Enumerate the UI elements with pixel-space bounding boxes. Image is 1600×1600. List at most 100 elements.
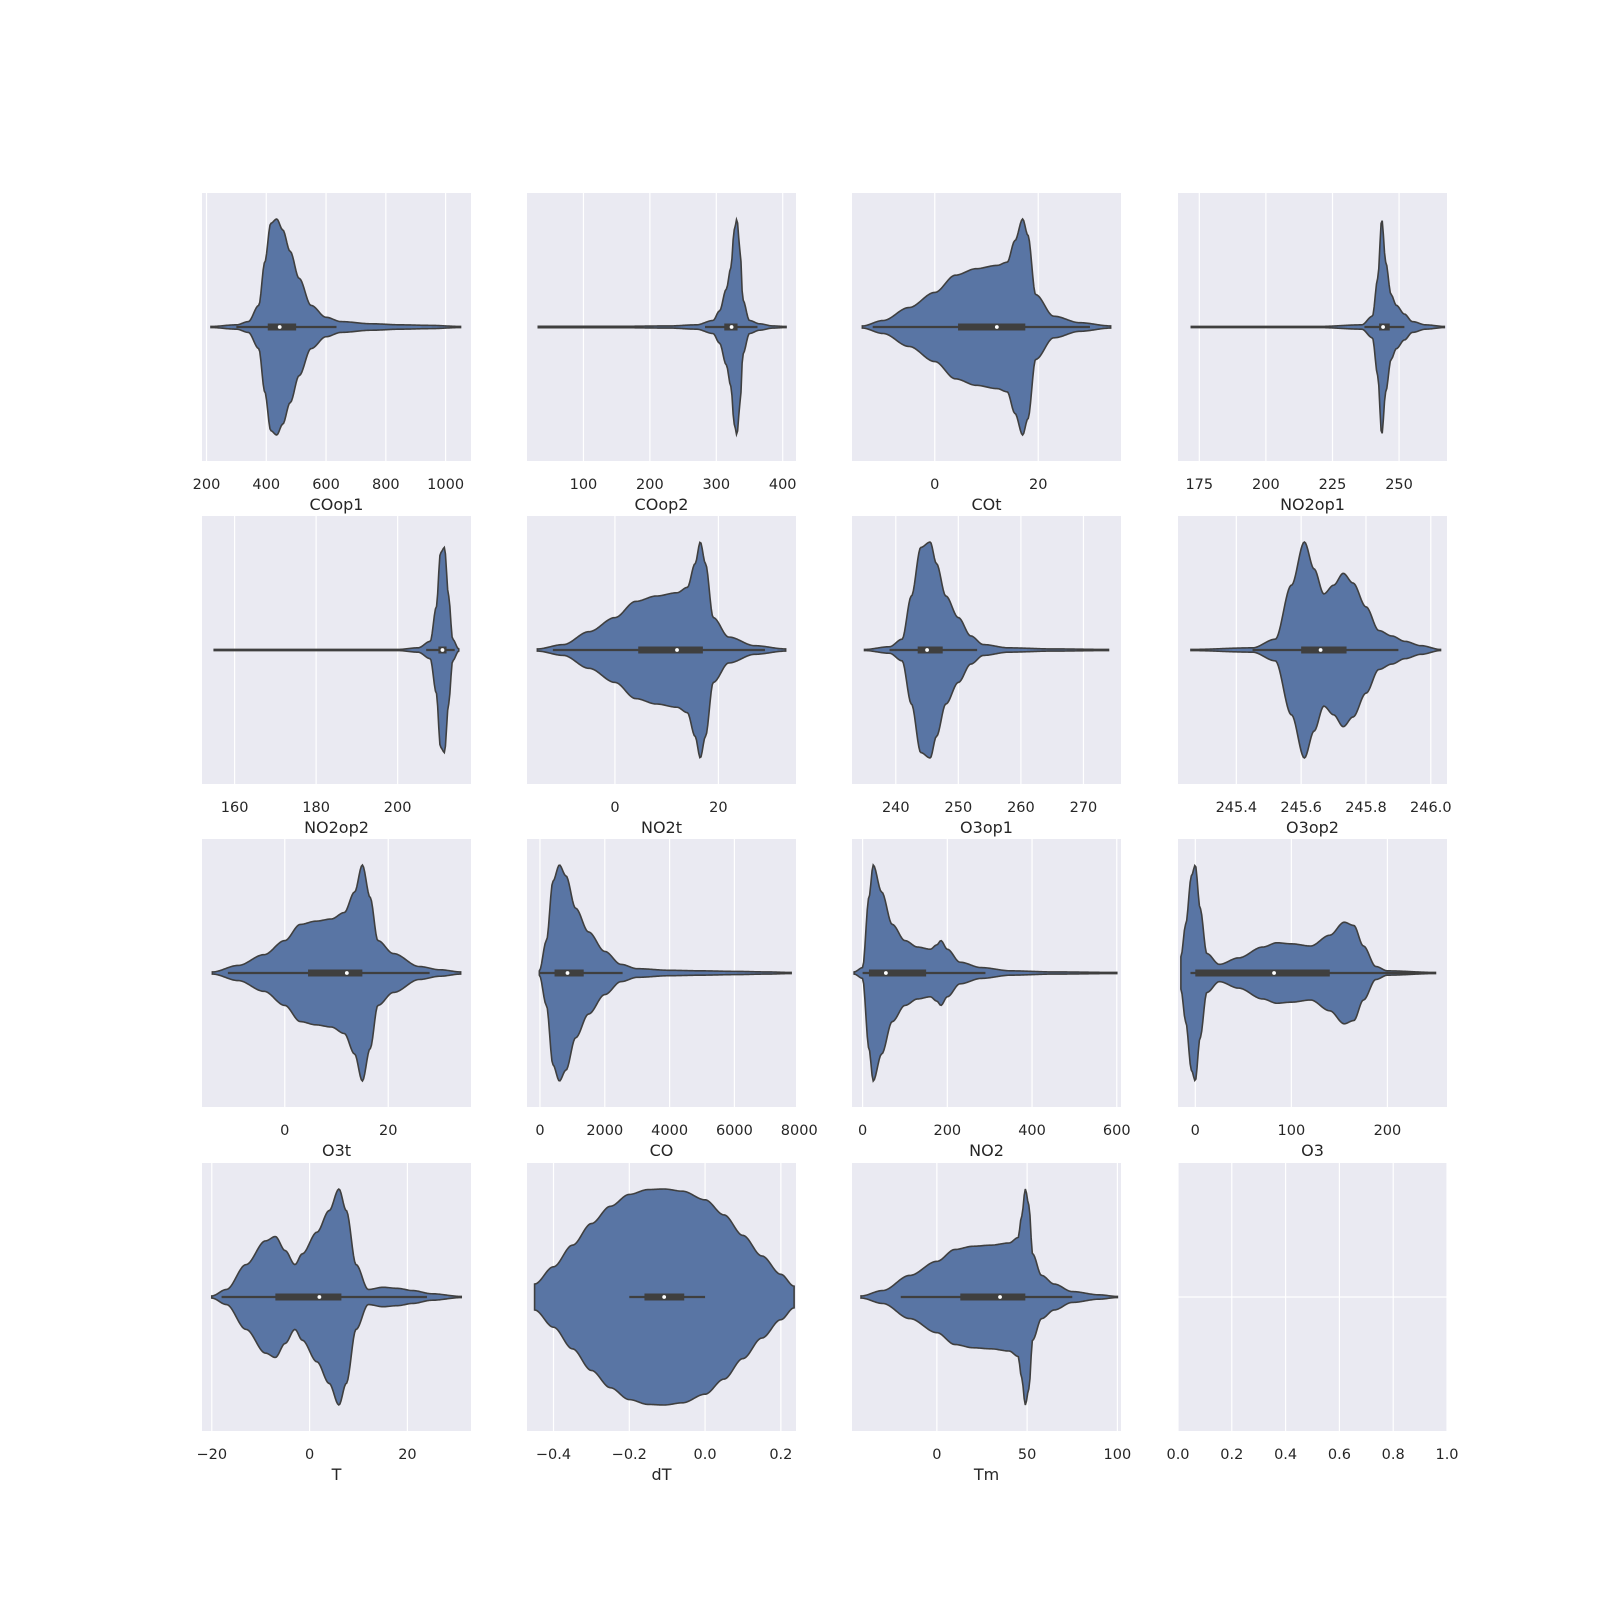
- x-tick-label: 1.0: [1435, 1447, 1458, 1463]
- x-tick-label: 20: [709, 800, 727, 816]
- median-marker: [998, 1295, 1002, 1299]
- x-tick-label: 0.0: [694, 1447, 717, 1463]
- x-tick-label: −0.2: [612, 1447, 647, 1463]
- x-tick-label: 225: [1319, 477, 1347, 493]
- x-tick-label: 0.0: [1166, 1447, 1189, 1463]
- x-tick-label: 200: [193, 477, 221, 493]
- x-tick-label: 0.4: [1274, 1447, 1297, 1463]
- x-tick-label: 0: [1191, 1123, 1200, 1139]
- x-tick-label: 245.6: [1280, 800, 1322, 816]
- x-axis-label: O3: [1301, 1141, 1324, 1160]
- median-marker: [1272, 971, 1276, 975]
- median-marker: [925, 648, 929, 652]
- x-tick-label: 200: [1252, 477, 1280, 493]
- median-marker: [440, 648, 445, 652]
- x-tick-label: 0.2: [769, 1447, 792, 1463]
- x-tick-label: 250: [1385, 477, 1413, 493]
- x-axis-label: O3t: [322, 1141, 351, 1160]
- violin-panel-12: 0 100 200 O3: [1178, 839, 1447, 1160]
- median-marker: [675, 648, 679, 652]
- x-tick-label: 0: [280, 1123, 289, 1139]
- x-axis-label: T: [331, 1465, 342, 1484]
- x-tick-label: 160: [221, 800, 249, 816]
- x-tick-label: 1000: [427, 477, 464, 493]
- x-tick-label: 400: [252, 477, 280, 493]
- x-axis-label: Tm: [973, 1465, 999, 1484]
- x-axis-label: NO2op1: [1280, 495, 1345, 514]
- x-tick-label: 0.6: [1328, 1447, 1351, 1463]
- x-tick-label: 400: [769, 477, 797, 493]
- x-axis-label: COt: [971, 495, 1001, 514]
- x-tick-label: 2000: [586, 1123, 623, 1139]
- x-tick-label: 200: [933, 1123, 961, 1139]
- x-axis-label: CO: [650, 1141, 674, 1160]
- x-tick-label: 0: [932, 1447, 941, 1463]
- x-axis-label: O3op2: [1286, 818, 1339, 837]
- violin-body: [537, 216, 787, 438]
- x-axis-label: NO2op2: [304, 818, 369, 837]
- x-tick-label: 800: [372, 477, 400, 493]
- median-marker: [277, 325, 282, 329]
- x-tick-label: 20: [398, 1447, 416, 1463]
- x-tick-label: 250: [945, 800, 973, 816]
- x-tick-label: 50: [1018, 1447, 1036, 1463]
- x-tick-label: 200: [384, 800, 412, 816]
- violin-panel-16: 0.0 0.2 0.4 0.6 0.8 1.0: [1166, 1163, 1459, 1463]
- median-marker: [344, 971, 349, 975]
- violin-panel-15: 0 50 100 Tm: [852, 1163, 1131, 1484]
- violin-panel-8: 245.4 245.6 245.8 246.0 O3op2: [1178, 516, 1452, 837]
- x-tick-label: 240: [882, 800, 910, 816]
- violin-panel-3: 0 20 COt: [852, 193, 1121, 514]
- x-tick-label: 245.4: [1216, 800, 1258, 816]
- violin-body: [863, 541, 1110, 759]
- x-tick-label: −20: [196, 1447, 227, 1463]
- violin-panel-2: 100 200 300 400 COop2: [527, 193, 797, 514]
- median-marker: [317, 1295, 322, 1299]
- violin-body: [1190, 220, 1446, 434]
- x-axis-label: O3op1: [960, 818, 1013, 837]
- violin-panel-14: −0.4 −0.2 0.0 0.2 dT: [527, 1163, 796, 1484]
- x-tick-label: 4000: [651, 1123, 688, 1139]
- median-marker: [994, 325, 999, 329]
- violin-panel-11: 0 200 400 600 NO2: [852, 839, 1131, 1160]
- x-tick-label: 400: [1018, 1123, 1046, 1139]
- median-marker: [729, 325, 734, 329]
- violin-body: [213, 545, 460, 755]
- x-axis-label: COop1: [310, 495, 364, 514]
- median-marker: [565, 971, 570, 975]
- x-tick-label: 300: [702, 477, 730, 493]
- median-marker: [883, 971, 888, 975]
- x-tick-label: 180: [302, 800, 330, 816]
- x-tick-label: −0.4: [536, 1447, 571, 1463]
- x-tick-label: 100: [1278, 1123, 1306, 1139]
- x-tick-label: 100: [570, 477, 598, 493]
- x-tick-label: 600: [312, 477, 340, 493]
- x-tick-label: 6000: [716, 1123, 753, 1139]
- violin-panel-9: 0 20 O3t: [202, 839, 471, 1160]
- x-tick-label: 600: [1103, 1123, 1131, 1139]
- x-tick-label: 175: [1185, 477, 1213, 493]
- violin-panel-1: 200 400 600 800 1000 COop1: [193, 193, 471, 514]
- violin-panel-6: 0 20 NO2t: [527, 516, 796, 837]
- median-marker: [662, 1295, 667, 1299]
- x-tick-label: 20: [1029, 477, 1047, 493]
- x-tick-label: 200: [1374, 1123, 1402, 1139]
- violin-panel-10: 0 2000 4000 6000 8000 CO: [527, 839, 818, 1160]
- x-tick-label: 0: [930, 477, 939, 493]
- x-tick-label: 245.8: [1345, 800, 1387, 816]
- x-axis-label: dT: [652, 1465, 672, 1484]
- x-axis-label: NO2: [969, 1141, 1004, 1160]
- violin-panel-4: 175 200 225 250 NO2op1: [1178, 193, 1447, 514]
- x-tick-label: 0.8: [1382, 1447, 1405, 1463]
- violin-panel-5: 160 180 200 NO2op2: [202, 516, 471, 837]
- x-tick-label: 20: [379, 1123, 397, 1139]
- x-tick-label: 270: [1070, 800, 1098, 816]
- violin-panel-7: 240 250 260 270 O3op1: [852, 516, 1121, 837]
- x-tick-label: 0.2: [1220, 1447, 1243, 1463]
- x-tick-label: 246.0: [1410, 800, 1452, 816]
- x-tick-label: 260: [1007, 800, 1035, 816]
- x-tick-label: 0: [610, 800, 619, 816]
- x-tick-label: 0: [858, 1123, 867, 1139]
- x-axis-label: NO2t: [641, 818, 682, 837]
